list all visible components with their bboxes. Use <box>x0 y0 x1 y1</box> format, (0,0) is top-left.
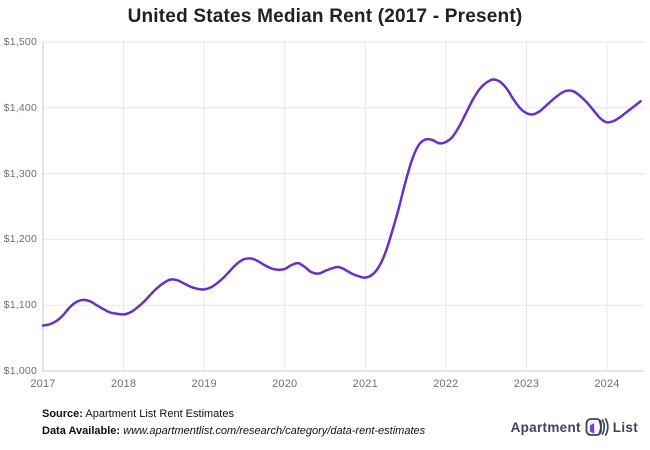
x-tick-label: 2019 <box>191 378 217 390</box>
x-tick-label: 2017 <box>30 378 56 390</box>
y-tick-label: $1,500 <box>3 36 37 48</box>
chart-title: United States Median Rent (2017 - Presen… <box>127 6 523 27</box>
apartment-list-logo: Apartment List <box>511 413 638 441</box>
source-label: Source: <box>42 408 83 420</box>
y-tick-label: $1,200 <box>3 233 37 246</box>
data-available-label: Data Available: <box>42 425 121 437</box>
x-tick-label: 2024 <box>594 378 620 390</box>
logo-text-list: List <box>612 419 638 435</box>
y-tick-label: $1,100 <box>3 299 37 312</box>
source-line: Source: Apartment List Rent Estimates <box>42 406 425 423</box>
x-tick-label: 2020 <box>272 378 298 390</box>
x-tick-label: 2018 <box>110 378 137 390</box>
x-tick-label: 2023 <box>513 378 540 390</box>
apartment-list-door-icon <box>585 418 609 436</box>
x-tick-label: 2022 <box>433 378 459 390</box>
source-value: Apartment List Rent Estimates <box>82 408 234 420</box>
y-tick-label: $1,000 <box>3 365 37 377</box>
x-tick-label: 2021 <box>352 378 378 390</box>
data-available-line: Data Available: www.apartmentlist.com/re… <box>42 423 425 440</box>
y-tick-label: $1,300 <box>3 167 37 180</box>
data-available-url: www.apartmentlist.com/research/category/… <box>120 425 426 437</box>
median-rent-line <box>41 78 642 327</box>
y-tick-label: $1,400 <box>3 101 37 114</box>
logo-text-apartment: Apartment <box>510 419 581 435</box>
chart-footer: Source: Apartment List Rent Estimates Da… <box>42 406 425 440</box>
